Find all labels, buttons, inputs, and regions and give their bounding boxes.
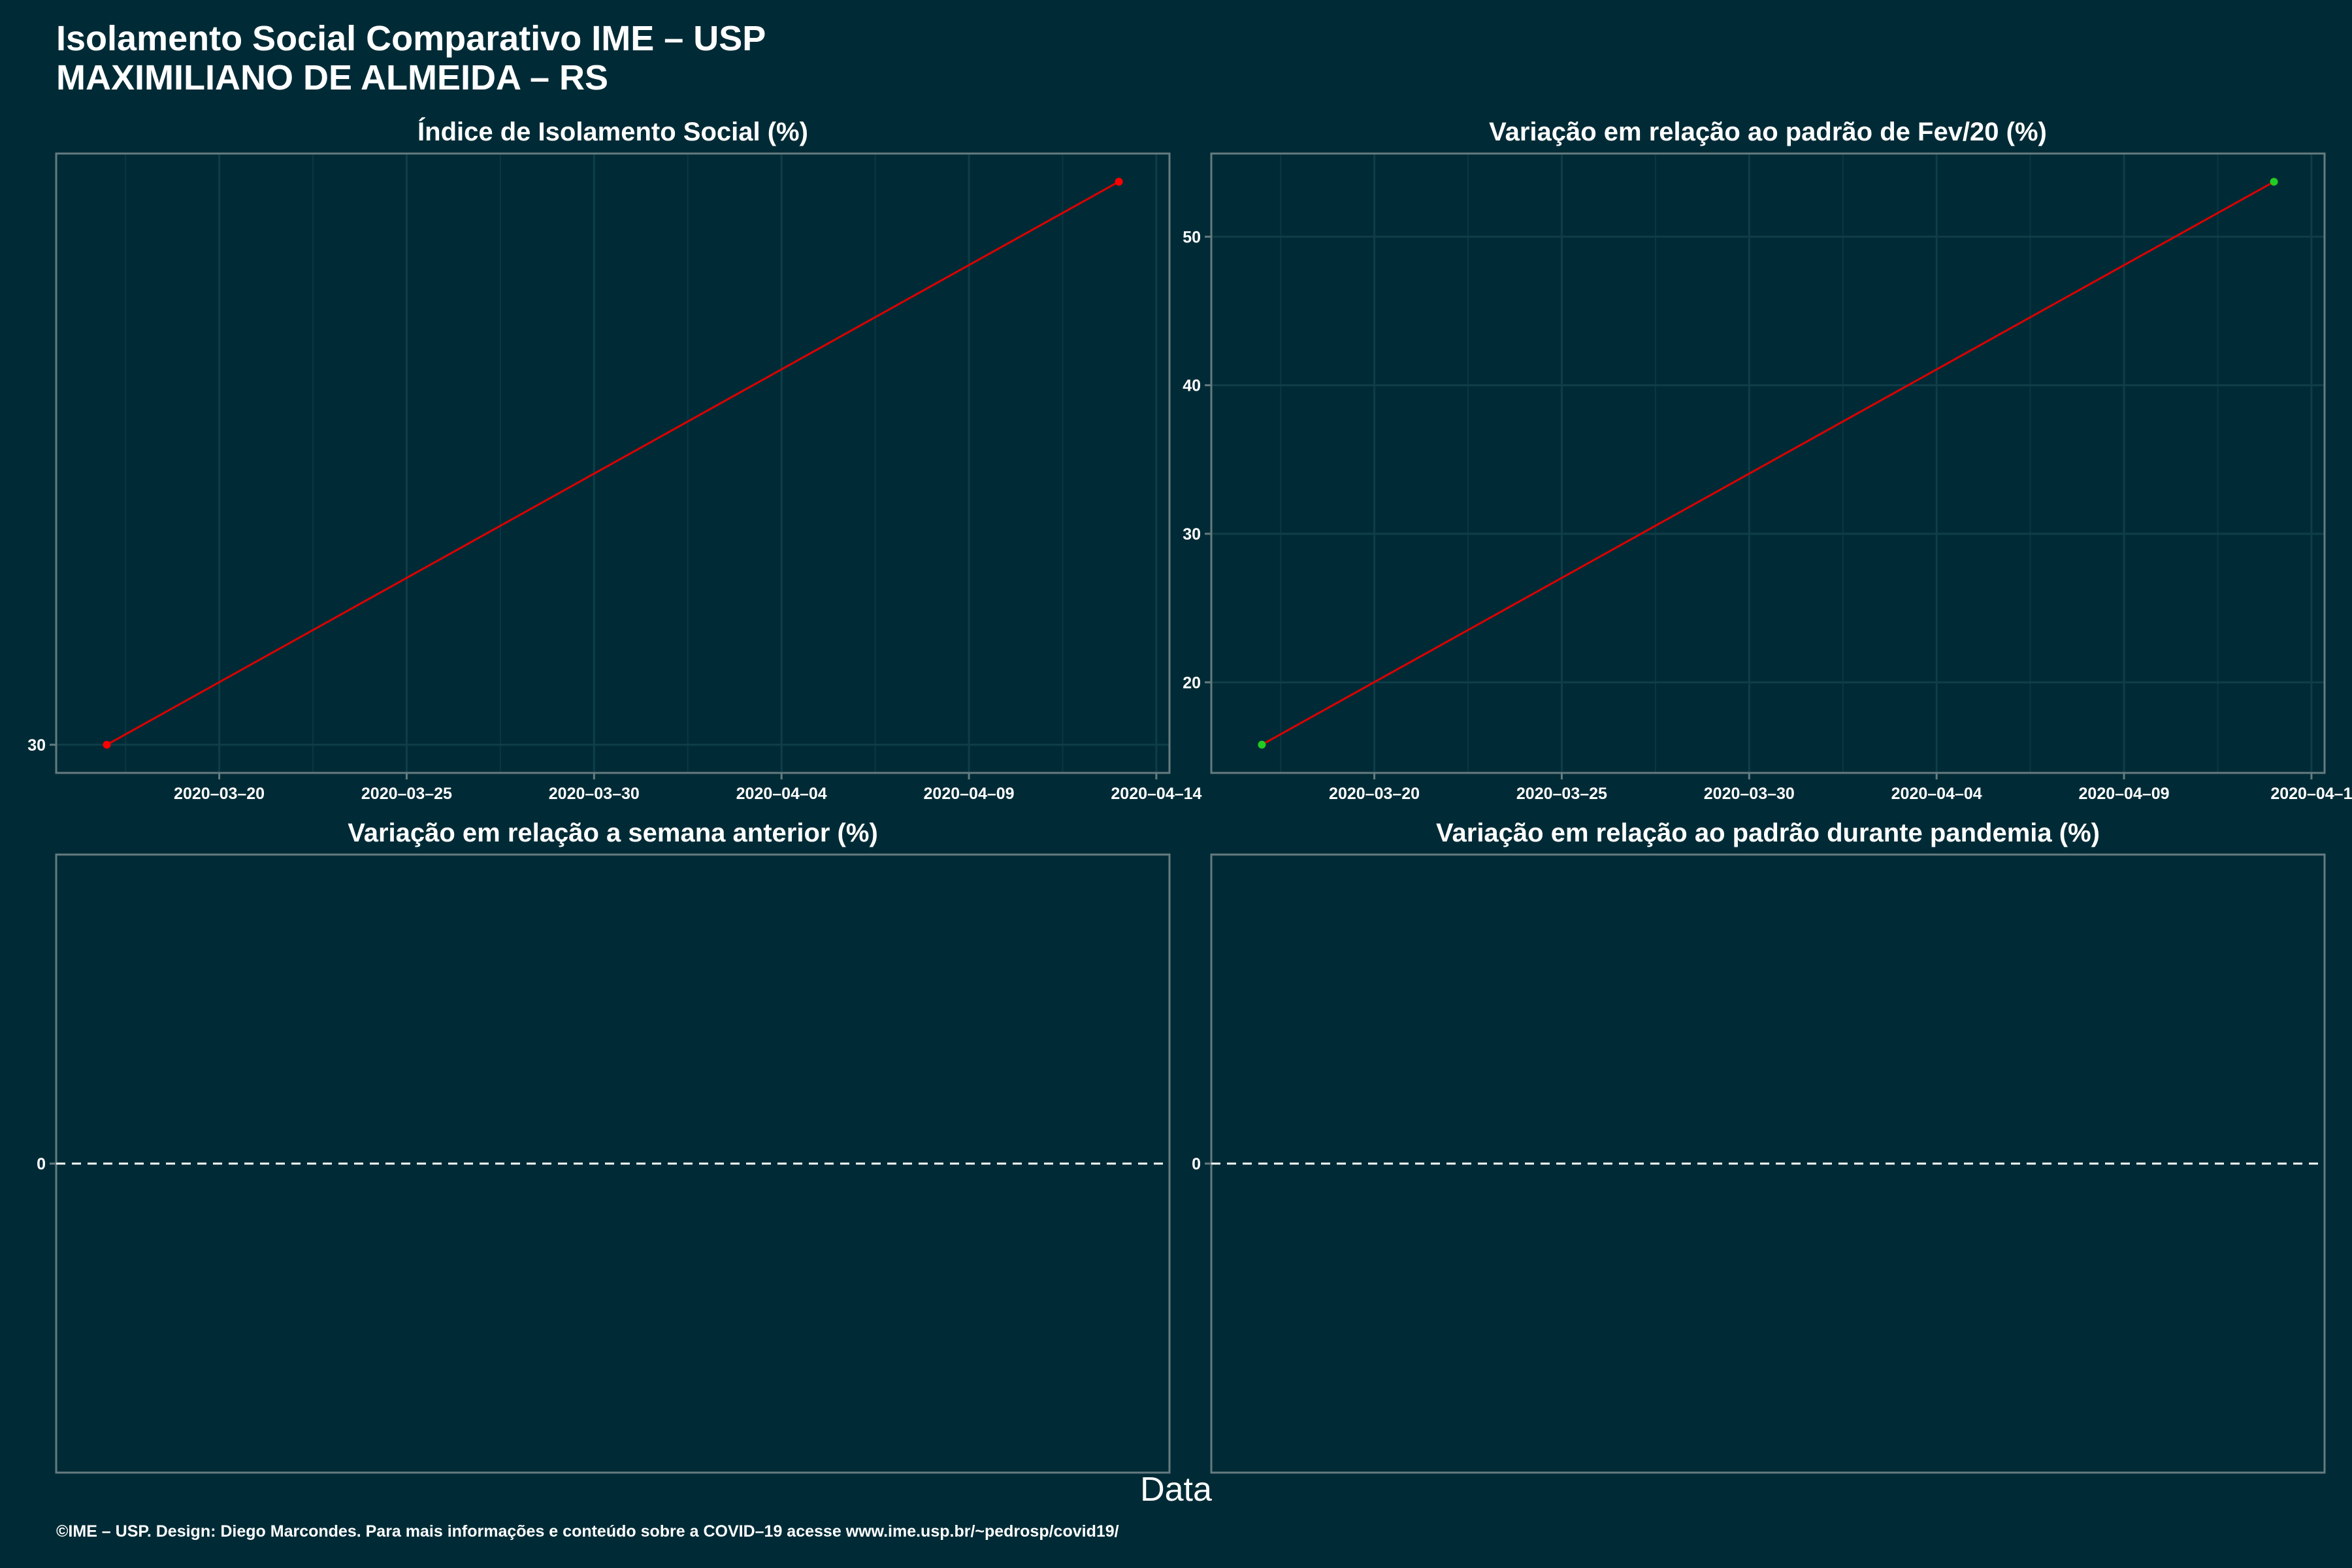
panel-2-xtick-label: 2020–04–09 [2079,785,2170,803]
panel-1-series-line [106,180,1120,746]
panel-2-series-line [1261,180,2275,746]
panel-2-xtick-label: 2020–03–20 [1329,785,1420,803]
x-axis-label: Data [1140,1471,1212,1509]
panel-3-ytick-label: 0 [37,1155,46,1173]
panel-2-ytick-label: 50 [1183,228,1201,246]
panel-2-data-point [1258,740,1266,749]
panel-1-xtick-label: 2020–03–30 [549,785,640,803]
panel-1-xtick-label: 2020–04–04 [736,785,827,803]
panel-1-xtick-label: 2020–03–25 [361,785,452,803]
panel-1-title: Índice de Isolamento Social (%) [417,117,808,146]
panel-2-title: Variação em relação ao padrão de Fev/20 … [1489,118,2047,146]
panel-2-xtick-label: 2020–03–30 [1704,785,1795,803]
panel-2-xtick-label: 2020–04–1 [2270,785,2352,803]
panel-1-ytick-label: 30 [27,736,46,755]
page-subtitle: MAXIMILIANO DE ALMEIDA – RS [56,58,609,97]
panel-2-ytick-label: 30 [1183,525,1201,544]
panel-1-xtick-label: 2020–04–14 [1111,785,1201,803]
panel-2-xtick-label: 2020–03–25 [1516,785,1607,803]
panel-1-border [55,152,1171,774]
page-title: Isolamento Social Comparativo IME – USP [56,19,766,58]
panel-4-title: Variação em relação ao padrão durante pa… [1436,819,2100,847]
panel-4-ytick-label: 0 [1192,1155,1201,1173]
panel-2-data-point [2270,178,2278,186]
panel-2-ytick-label: 40 [1183,377,1201,395]
panel-1-xtick-label: 2020–03–20 [174,785,265,803]
footer-caption: ©IME – USP. Design: Diego Marcondes. Par… [56,1522,1119,1541]
panel-3-title: Variação em relação a semana anterior (%… [348,819,878,847]
panel-2-xtick-label: 2020–04–04 [1891,785,1982,803]
panel-2-border [1210,152,2326,774]
panel-1-xtick-label: 2020–04–09 [924,785,1015,803]
panel-2-ytick-label: 20 [1183,674,1201,692]
panel-1-data-point [103,740,111,749]
panel-1-data-point [1115,178,1123,186]
